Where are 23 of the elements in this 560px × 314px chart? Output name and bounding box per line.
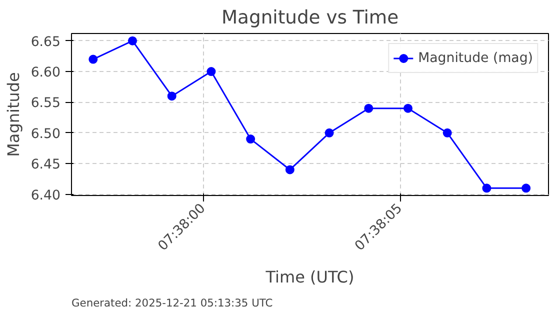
x-axis-title: Time (UTC) bbox=[264, 267, 354, 286]
legend-label: Magnitude (mag) bbox=[418, 50, 533, 66]
point bbox=[88, 54, 98, 64]
y-tick-label: 6.55 bbox=[30, 96, 61, 112]
point bbox=[442, 128, 452, 138]
y-tick-label: 6.60 bbox=[30, 66, 61, 81]
text: Generated: 2025-12-21 05:13:35 UTC bbox=[72, 296, 273, 310]
point bbox=[404, 104, 412, 113]
y-tick-label: 6.40 bbox=[30, 188, 61, 204]
point bbox=[482, 184, 492, 193]
y-tick-label: 6.50 bbox=[30, 126, 61, 142]
y-tick-label: 6.65 bbox=[30, 34, 61, 50]
point bbox=[167, 92, 176, 101]
point bbox=[285, 165, 294, 174]
point bbox=[206, 67, 216, 76]
y-tick-label: 6.45 bbox=[30, 158, 61, 173]
y-axis-title: Magnitude bbox=[4, 72, 23, 157]
point bbox=[246, 134, 256, 144]
point bbox=[324, 128, 334, 138]
chart-title: Magnitude vs Time bbox=[221, 8, 399, 28]
point bbox=[522, 184, 531, 193]
point bbox=[364, 104, 374, 113]
point bbox=[128, 36, 137, 46]
